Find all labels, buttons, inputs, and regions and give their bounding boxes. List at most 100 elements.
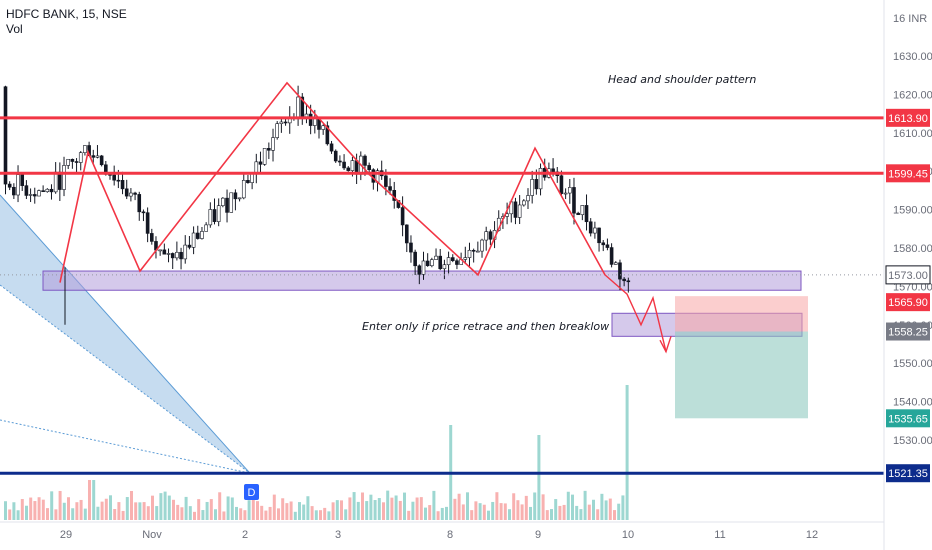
volume-bar bbox=[251, 493, 255, 520]
entry-annotation: Enter only if price retrace and then bre… bbox=[362, 320, 609, 333]
volume-bar bbox=[25, 505, 28, 520]
volume-bar bbox=[386, 490, 390, 520]
volume-bar bbox=[503, 503, 507, 520]
candle-body bbox=[450, 257, 455, 261]
candle-body bbox=[567, 187, 572, 194]
volume-bar bbox=[403, 492, 406, 520]
volume-bar bbox=[508, 509, 511, 520]
candle-body bbox=[409, 242, 413, 253]
volume-bar bbox=[617, 503, 621, 520]
candle-body bbox=[442, 264, 447, 270]
volume-bar bbox=[58, 490, 62, 520]
neckline-upper-label: 1599.45 bbox=[888, 168, 928, 180]
candle-body bbox=[388, 186, 392, 191]
head-and-shoulders-pattern bbox=[59, 81, 606, 283]
volume-bar bbox=[520, 504, 524, 520]
volume-bar bbox=[373, 500, 377, 520]
volume-bar bbox=[151, 495, 154, 520]
candle-body bbox=[120, 180, 125, 190]
price-tick-label: 1630.00 bbox=[893, 51, 932, 63]
candle-body bbox=[99, 155, 104, 166]
volume-bar bbox=[428, 505, 432, 520]
candle-body bbox=[229, 192, 234, 213]
volume-bar bbox=[323, 507, 327, 520]
volume-bar bbox=[340, 500, 343, 520]
volume-bar bbox=[12, 502, 16, 520]
candle-body bbox=[195, 232, 200, 239]
volume-bar bbox=[163, 491, 167, 520]
volume-bar bbox=[369, 494, 373, 520]
candle-body bbox=[313, 118, 317, 126]
resistance-label: 1613.90 bbox=[888, 113, 928, 125]
candle-body bbox=[580, 205, 585, 216]
volume-bar bbox=[109, 495, 112, 520]
time-tick-label: 11 bbox=[714, 529, 725, 541]
volume-bar bbox=[46, 508, 49, 520]
candle-body bbox=[588, 221, 593, 234]
volume-bar bbox=[583, 490, 587, 520]
candle-body bbox=[246, 180, 250, 183]
volume-bar bbox=[218, 492, 222, 520]
candle-body bbox=[62, 165, 66, 190]
volume-bar bbox=[625, 385, 629, 520]
candle-body bbox=[45, 188, 50, 193]
volume-bar bbox=[67, 497, 70, 520]
last-price-label: 1573.00 bbox=[888, 270, 928, 282]
volume-bar bbox=[302, 504, 306, 520]
candle-body bbox=[413, 251, 417, 267]
candle-body bbox=[476, 250, 480, 253]
candle-body bbox=[204, 224, 208, 232]
volume-bar bbox=[121, 510, 125, 520]
candle-body bbox=[384, 175, 388, 187]
target-price-label: 1535.65 bbox=[888, 413, 928, 425]
candle-body bbox=[463, 257, 468, 260]
candle-body bbox=[200, 231, 204, 239]
candle-body bbox=[137, 194, 142, 213]
candle-body bbox=[16, 174, 20, 196]
candle-body bbox=[551, 168, 555, 173]
candle-body bbox=[467, 249, 472, 258]
volume-bar bbox=[138, 502, 142, 520]
entry-price-label: 1558.25 bbox=[888, 327, 928, 339]
volume-bar bbox=[247, 500, 251, 520]
volume-bar bbox=[293, 511, 297, 520]
candle-body bbox=[237, 197, 242, 200]
support-badge bbox=[886, 464, 930, 483]
price-tick-label: 1570.00 bbox=[893, 281, 932, 293]
volume-bar bbox=[184, 496, 188, 520]
volume-bar bbox=[587, 504, 591, 520]
volume-bar bbox=[201, 510, 205, 520]
candle-body bbox=[329, 143, 334, 152]
candle-body bbox=[74, 161, 79, 163]
volume-bar bbox=[352, 492, 356, 520]
volume-bar bbox=[461, 504, 465, 520]
volume-bar bbox=[209, 499, 213, 520]
candle-body bbox=[446, 257, 451, 266]
volume-bar bbox=[457, 493, 461, 520]
volume-bar bbox=[319, 510, 322, 520]
candle-body bbox=[434, 255, 438, 260]
volume-bar bbox=[268, 506, 272, 520]
volume-bar bbox=[529, 506, 532, 520]
volume-bar bbox=[608, 498, 612, 520]
time-tick-label: 2 bbox=[242, 529, 248, 541]
candle-body bbox=[488, 231, 493, 240]
candle-body bbox=[296, 96, 300, 118]
volume-bar bbox=[554, 499, 558, 520]
volume-bar bbox=[356, 501, 360, 520]
candle-body bbox=[484, 231, 489, 241]
volume-bar bbox=[533, 492, 537, 520]
volume-bar bbox=[298, 502, 301, 520]
candle-body bbox=[363, 155, 367, 166]
candle-body bbox=[597, 227, 601, 244]
volume-bar bbox=[575, 505, 579, 520]
volume-bar bbox=[487, 510, 490, 520]
projection-arrowhead bbox=[659, 336, 672, 354]
candle-body bbox=[241, 180, 246, 199]
volume-bar bbox=[260, 505, 264, 520]
volume-bar bbox=[281, 498, 285, 520]
volume-bar bbox=[361, 492, 364, 520]
candle-body bbox=[480, 239, 484, 252]
candle-body bbox=[283, 121, 288, 124]
